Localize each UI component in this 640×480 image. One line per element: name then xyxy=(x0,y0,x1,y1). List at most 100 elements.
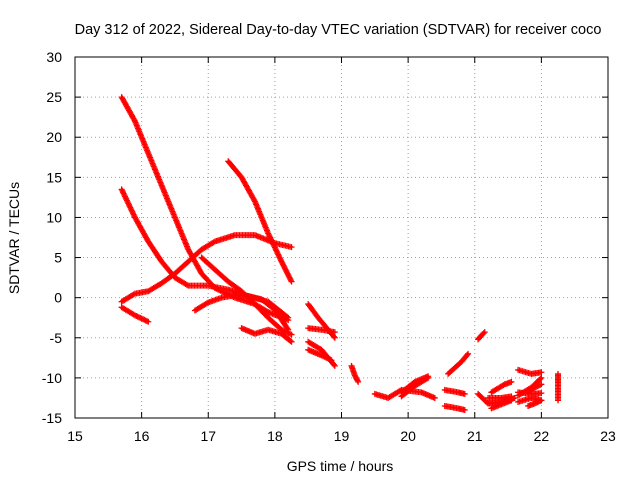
data-point xyxy=(511,394,518,401)
data-point xyxy=(284,313,291,320)
data-point xyxy=(330,361,337,368)
data-point xyxy=(203,300,210,307)
x-tick-label: 18 xyxy=(267,428,283,444)
series-track-14 xyxy=(371,386,438,401)
data-point xyxy=(210,239,217,246)
series-track-12 xyxy=(305,346,335,364)
data-point xyxy=(283,269,290,276)
data-point xyxy=(288,338,295,345)
series-track-7 xyxy=(198,254,295,338)
data-point xyxy=(354,377,361,384)
data-point xyxy=(281,263,288,270)
data-point xyxy=(328,357,335,364)
y-tick-label: 5 xyxy=(54,250,62,266)
x-tick-label: 23 xyxy=(600,428,616,444)
grid xyxy=(75,57,608,418)
data-point xyxy=(464,351,471,358)
x-tick-label: 17 xyxy=(200,428,216,444)
data-point xyxy=(280,262,287,269)
series-track-24 xyxy=(488,397,515,412)
x-tick-label: 15 xyxy=(67,428,83,444)
x-tick-label: 16 xyxy=(134,428,150,444)
data-point xyxy=(130,291,137,298)
data-point xyxy=(331,362,338,369)
data-point xyxy=(251,197,258,204)
data-point xyxy=(285,271,292,278)
y-axis-label: SDTVAR / TECUs xyxy=(6,182,22,294)
data-point xyxy=(183,281,190,288)
data-point xyxy=(279,259,286,266)
data-point xyxy=(538,397,545,404)
x-axis-label: GPS time / hours xyxy=(287,458,394,474)
data-point xyxy=(285,314,292,321)
data-point xyxy=(465,350,472,357)
data-point xyxy=(461,406,468,413)
series-track-20 xyxy=(475,329,488,343)
data-point xyxy=(331,334,338,341)
data-point xyxy=(538,374,545,381)
data-point xyxy=(288,278,295,285)
data-point xyxy=(355,378,362,385)
data-point xyxy=(287,275,294,282)
data-point xyxy=(131,116,138,123)
data-point xyxy=(287,337,294,344)
y-tick-label: 0 xyxy=(54,290,62,306)
data-point xyxy=(481,329,488,336)
y-tick-label: 30 xyxy=(46,49,62,65)
data-point xyxy=(538,369,545,376)
x-tick-label: 20 xyxy=(400,428,416,444)
series-track-6 xyxy=(191,292,292,333)
series-track-28 xyxy=(515,366,545,377)
chart-title: Day 312 of 2022, Sidereal Day-to-day VTE… xyxy=(75,22,602,38)
data-point xyxy=(145,318,152,325)
y-tick-label: -10 xyxy=(42,370,62,386)
x-tick-label: 19 xyxy=(334,428,350,444)
series-track-30 xyxy=(515,389,545,397)
x-tick-label: 21 xyxy=(467,428,483,444)
data-point xyxy=(508,397,515,404)
y-tick-label: 20 xyxy=(46,129,62,145)
data-point xyxy=(461,390,468,397)
series-track-16 xyxy=(398,373,432,396)
data-point xyxy=(537,375,544,382)
y-tick-label: 15 xyxy=(46,169,62,185)
data-point xyxy=(500,382,507,389)
series-track-25 xyxy=(488,378,515,396)
data-point xyxy=(538,381,545,388)
data-marks xyxy=(118,94,562,413)
series-track-10 xyxy=(305,325,338,336)
data-point xyxy=(284,270,291,277)
data-point xyxy=(555,397,562,404)
series-track-13 xyxy=(348,362,362,385)
data-point xyxy=(288,244,295,251)
data-point xyxy=(288,331,295,338)
y-tick-label: 25 xyxy=(46,89,62,105)
data-point xyxy=(285,273,292,280)
data-point xyxy=(286,274,293,281)
axis-ticks: 15 16 17 18 19 20 21 22 23 -15 -10 -5 0 5 10 15 20 25 30 xyxy=(42,49,616,444)
series-track-8 xyxy=(238,325,295,345)
series-track-3 xyxy=(118,232,295,305)
data-point xyxy=(480,330,487,337)
data-point xyxy=(508,378,515,385)
data-point xyxy=(281,265,288,272)
data-point xyxy=(282,266,289,273)
series-track-32 xyxy=(555,370,562,404)
data-point xyxy=(279,261,286,268)
x-tick-label: 22 xyxy=(534,428,550,444)
data-point xyxy=(283,267,290,274)
data-point xyxy=(331,329,338,336)
series-track-19 xyxy=(441,402,468,413)
series-track-17 xyxy=(445,350,472,377)
series-track-31 xyxy=(525,397,545,409)
series-track-18 xyxy=(441,386,468,397)
series-track-5 xyxy=(225,158,295,285)
data-point xyxy=(538,390,545,397)
data-point xyxy=(278,258,285,265)
y-tick-label: 10 xyxy=(46,209,62,225)
y-tick-label: -15 xyxy=(42,410,62,426)
series-track-4 xyxy=(118,304,152,325)
data-point xyxy=(425,373,432,380)
